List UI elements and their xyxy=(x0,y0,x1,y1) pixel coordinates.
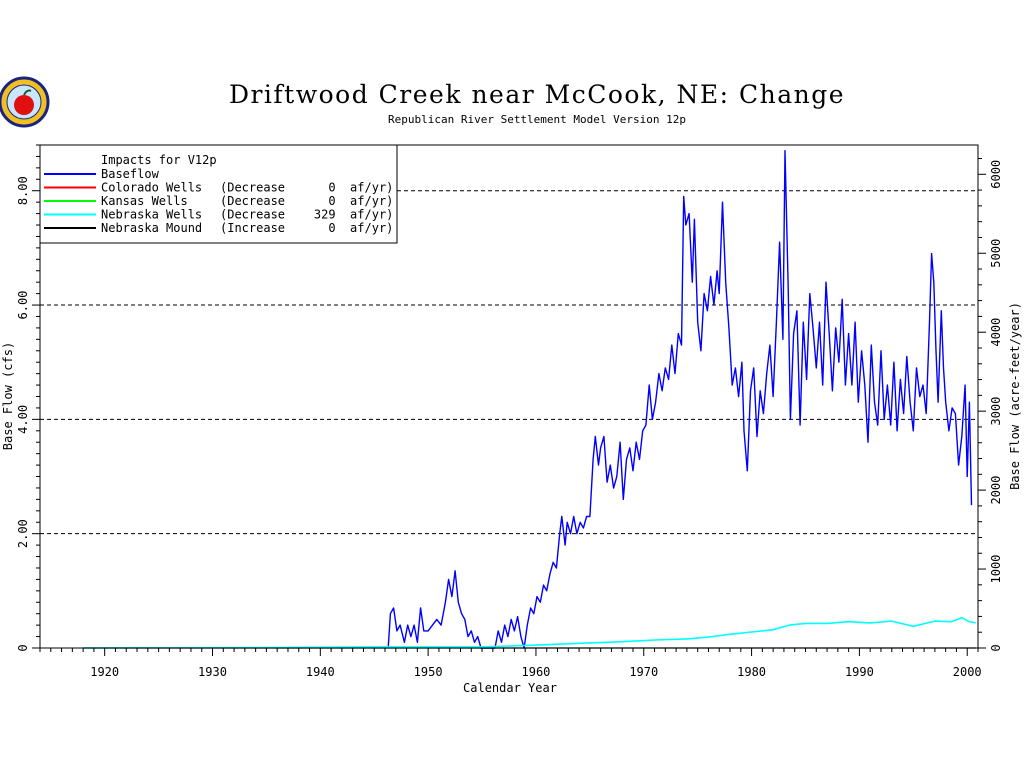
legend-label: Colorado Wells xyxy=(101,181,202,195)
legend-detail: (Decrease 0 af/yr) xyxy=(220,181,393,195)
y-tick-label: 8.00 xyxy=(16,176,30,205)
x-axis-label: Calendar Year xyxy=(463,681,557,695)
y-tick-label: 6.00 xyxy=(16,291,30,320)
legend-detail: (Decrease 329 af/yr) xyxy=(220,208,393,222)
axes: 1920 1930 1940 1950 1960 1970 1980 1990 2000 0 2.0… xyxy=(16,144,1003,679)
x-tick-label: 1970 xyxy=(629,665,658,679)
x-tick-label: 2000 xyxy=(953,665,982,679)
y2-tick-label: 2000 xyxy=(989,476,1003,505)
y-tick-label: 0 xyxy=(16,644,30,651)
legend-label: Nebraska Mound xyxy=(101,221,202,235)
x-tick-label: 1950 xyxy=(414,665,443,679)
legend-box xyxy=(39,144,398,244)
y2-tick-label: 3000 xyxy=(989,397,1003,426)
y2-tick-label: 0 xyxy=(989,644,1003,651)
chart-title: Driftwood Creek near McCook, NE: Change xyxy=(229,80,845,109)
x-tick-label: 1960 xyxy=(522,665,551,679)
y2-tick-label: 6000 xyxy=(989,160,1003,189)
apple-seal-logo xyxy=(0,76,50,128)
x-tick-label: 1980 xyxy=(737,665,766,679)
legend-label: Kansas Wells xyxy=(101,194,188,208)
legend-title: Impacts for V12p xyxy=(101,153,217,167)
y2-tick-label: 1000 xyxy=(989,555,1003,584)
y-tick-label: 4.00 xyxy=(16,405,30,434)
legend-detail: (Decrease 0 af/yr) xyxy=(220,194,393,208)
x-tick-label: 1940 xyxy=(306,665,335,679)
y-axis-label: Base Flow (cfs) xyxy=(1,342,15,450)
series-line-baseflow xyxy=(387,149,973,649)
x-tick-label: 1990 xyxy=(845,665,874,679)
legend-label: Nebraska Wells xyxy=(101,208,202,222)
y-tick-label: 2.00 xyxy=(16,519,30,548)
series-line-nebraska-wells xyxy=(83,616,976,649)
y2-axis-label: Base Flow (acre-feet/year) xyxy=(1008,302,1022,490)
legend-detail: (Increase 0 af/yr) xyxy=(220,221,393,235)
y2-tick-label: 5000 xyxy=(989,239,1003,268)
y2-tick-label: 4000 xyxy=(989,318,1003,347)
chart-subtitle: Republican River Settlement Model Versio… xyxy=(388,113,686,126)
legend-label: Baseflow xyxy=(101,167,160,181)
x-tick-label: 1930 xyxy=(198,665,227,679)
x-tick-label: 1920 xyxy=(90,665,119,679)
